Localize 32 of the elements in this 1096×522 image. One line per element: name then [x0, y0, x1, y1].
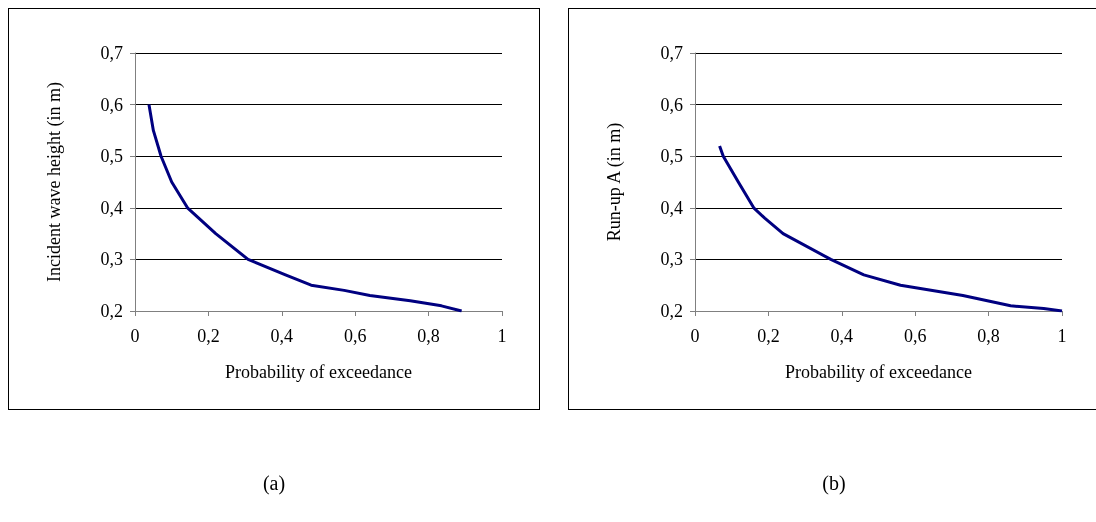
- x-tick-label: 0,8: [417, 326, 440, 346]
- y-tick-label: 0,7: [660, 43, 683, 63]
- x-tick-label: 0,4: [830, 326, 854, 346]
- x-tick-label: 1: [497, 326, 507, 346]
- x-axis-title: Probability of exceedance: [785, 362, 972, 382]
- text: (b): [821, 472, 847, 495]
- x-tick-label: 0,6: [343, 326, 367, 346]
- y-tick-label: 0,5: [100, 146, 123, 167]
- y-tick-label: 0,6: [660, 94, 683, 115]
- y-tick-label: 0,7: [100, 43, 123, 63]
- x-tick-label: 1: [1057, 326, 1067, 346]
- x-axis-title: Probability of exceedance: [225, 362, 412, 382]
- y-tick-label: 0,5: [660, 146, 683, 167]
- x-tick-label: 0,4: [270, 326, 294, 346]
- x-tick-label: 0,6: [903, 326, 927, 346]
- y-tick-label: 0,3: [100, 249, 123, 270]
- text: (a): [261, 472, 287, 495]
- y-tick-label: 0,3: [660, 249, 683, 270]
- y-tick-label: 0,2: [100, 301, 123, 321]
- y-tick-label: 0,4: [100, 197, 123, 218]
- x-tick-label: 0,2: [757, 326, 780, 346]
- x-tick-label: 0,8: [977, 326, 1000, 346]
- y-axis-title: Run-up A (in m): [604, 122, 625, 242]
- x-tick-label: 0: [130, 326, 140, 346]
- y-tick-label: 0,4: [660, 197, 683, 218]
- x-tick-label: 0: [690, 326, 700, 346]
- line-series: [147, 103, 464, 313]
- y-tick-label: 0,6: [100, 94, 123, 115]
- x-tick-label: 0,2: [197, 326, 220, 346]
- y-axis-title: Incident wave height (in m): [44, 82, 65, 282]
- y-tick-label: 0,2: [660, 301, 683, 321]
- line-series: [718, 144, 1064, 313]
